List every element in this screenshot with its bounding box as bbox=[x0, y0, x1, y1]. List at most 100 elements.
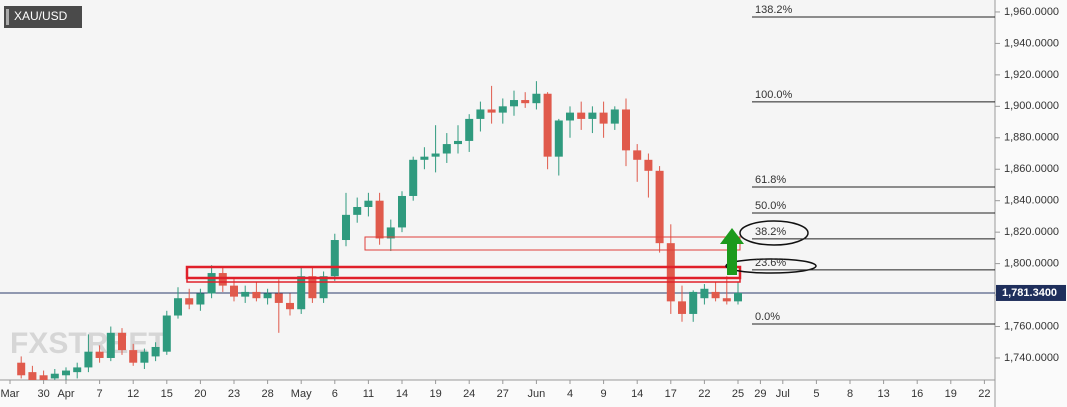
x-tick-label: 8 bbox=[847, 388, 853, 400]
candle-body bbox=[106, 332, 115, 358]
candle-body bbox=[454, 140, 462, 145]
x-tick-label: Apr bbox=[57, 388, 74, 400]
chart-title: XAU/USD bbox=[14, 9, 68, 23]
x-tick-label: Mar bbox=[1, 388, 20, 400]
x-tick-label: 22 bbox=[978, 388, 990, 400]
candle-body bbox=[174, 298, 182, 316]
support-zone-lower bbox=[186, 277, 741, 283]
x-tick-label: 14 bbox=[631, 388, 643, 400]
x-tick-label: 19 bbox=[429, 388, 441, 400]
candle-body bbox=[39, 375, 48, 380]
candle-body bbox=[140, 351, 149, 363]
candle-body bbox=[218, 273, 227, 286]
last-price-badge bbox=[996, 284, 1066, 301]
candle-body bbox=[532, 93, 541, 104]
annotations bbox=[185, 220, 817, 283]
candle-body bbox=[566, 112, 574, 121]
candle-body bbox=[521, 100, 530, 104]
candle-body bbox=[118, 332, 126, 351]
candle-body bbox=[420, 156, 429, 160]
x-tick-label: 20 bbox=[194, 388, 206, 400]
arrow-shaft bbox=[727, 243, 737, 275]
candle-body bbox=[599, 112, 608, 124]
candle-body bbox=[577, 112, 586, 119]
candle-body bbox=[622, 109, 630, 151]
x-tick-label: 12 bbox=[127, 388, 139, 400]
candle-body bbox=[666, 243, 675, 302]
y-tick-label: 1,920.0000 bbox=[1004, 69, 1059, 81]
candle-body bbox=[50, 373, 59, 379]
candle-body bbox=[196, 293, 205, 305]
x-tick-label: 23 bbox=[228, 388, 240, 400]
last-price-label: 1,781.3400 bbox=[1002, 287, 1057, 299]
x-tick-label: 15 bbox=[161, 388, 173, 400]
candle-body bbox=[655, 170, 664, 244]
candle-body bbox=[386, 227, 395, 239]
x-tick-label: 17 bbox=[665, 388, 677, 400]
candle-body bbox=[185, 298, 194, 305]
x-tick-label: 4 bbox=[567, 388, 573, 400]
x-tick-label: 14 bbox=[396, 388, 408, 400]
plot-background bbox=[0, 0, 995, 380]
x-tick-label: 11 bbox=[363, 388, 374, 400]
arrow-head bbox=[720, 228, 744, 244]
candle-body bbox=[543, 93, 552, 157]
candle-body bbox=[252, 291, 261, 299]
candle-body bbox=[465, 118, 474, 141]
candle-body bbox=[498, 106, 507, 113]
x-tick-label: 9 bbox=[601, 388, 607, 400]
x-tick-label: 25 bbox=[732, 388, 744, 400]
candle-body bbox=[398, 195, 406, 228]
candle-body bbox=[162, 315, 171, 352]
candle-body bbox=[230, 285, 238, 297]
candle-body bbox=[28, 372, 37, 380]
y-tick-label: 1,760.0000 bbox=[1004, 320, 1059, 332]
y-tick-label: 1,860.0000 bbox=[1004, 163, 1059, 175]
x-tick-label: 7 bbox=[97, 388, 103, 400]
candle-body bbox=[633, 150, 642, 160]
x-tick-label: 29 bbox=[754, 388, 766, 400]
y-tick-label: 1,960.0000 bbox=[1004, 6, 1059, 18]
x-tick-label: 13 bbox=[877, 388, 889, 400]
candle-body bbox=[286, 302, 294, 310]
candle-body bbox=[476, 109, 485, 119]
candle-body bbox=[241, 291, 250, 297]
candle-body bbox=[554, 120, 563, 157]
symbol-badge bbox=[4, 6, 82, 28]
candle-body bbox=[588, 112, 597, 119]
fib-label: 38.2% bbox=[755, 226, 786, 238]
candle-body bbox=[364, 200, 373, 207]
x-tick-label: 5 bbox=[813, 388, 819, 400]
y-tick-label: 1,940.0000 bbox=[1004, 37, 1059, 49]
candle-body bbox=[319, 276, 328, 299]
fib-label: 0.0% bbox=[755, 311, 780, 323]
candle-body bbox=[734, 292, 742, 302]
x-tick-label: 6 bbox=[332, 388, 338, 400]
x-tick-label: 16 bbox=[911, 388, 923, 400]
candle-body bbox=[711, 291, 720, 299]
candle-body bbox=[442, 144, 451, 154]
candle-body bbox=[308, 276, 317, 299]
candle-body bbox=[689, 291, 698, 314]
candle-body bbox=[274, 293, 283, 303]
candle-body bbox=[129, 350, 138, 363]
candle-body bbox=[62, 370, 70, 376]
candle-body bbox=[487, 109, 496, 113]
candle-body bbox=[84, 351, 93, 368]
x-tick-label: 22 bbox=[698, 388, 710, 400]
highlight-ellipse bbox=[739, 220, 809, 246]
candle-body bbox=[263, 293, 272, 299]
candle-body bbox=[644, 159, 653, 171]
candle-body bbox=[353, 206, 362, 215]
candle-body bbox=[431, 153, 440, 157]
plot bbox=[0, 81, 995, 380]
x-axis-background bbox=[0, 380, 995, 407]
candle-body bbox=[342, 214, 350, 241]
fib-label: 138.2% bbox=[755, 4, 793, 16]
y-tick-label: 1,800.0000 bbox=[1004, 258, 1059, 270]
x-tick-label: 30 bbox=[37, 388, 49, 400]
candle-body bbox=[700, 288, 709, 299]
candle-body bbox=[330, 240, 339, 277]
x-tick-label: 27 bbox=[497, 388, 509, 400]
